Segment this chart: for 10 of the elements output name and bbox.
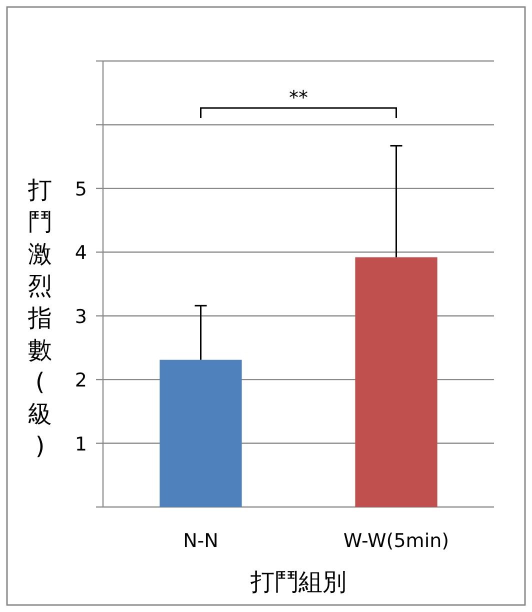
x-tick-label: W-W(5min) bbox=[343, 530, 450, 552]
annotation: ** bbox=[289, 87, 308, 109]
y-tick-label: 1 bbox=[74, 433, 87, 456]
text: 打鬥激烈指數(級) bbox=[28, 176, 52, 460]
x-axis-title: 打鬥組別 bbox=[250, 568, 346, 596]
x-tick-label: N-N bbox=[183, 530, 218, 552]
y-tick-label: 4 bbox=[74, 242, 87, 264]
y-tick-label: 3 bbox=[74, 306, 87, 328]
y-tick-label: 2 bbox=[74, 370, 87, 392]
y-tick-label: 5 bbox=[74, 178, 87, 200]
